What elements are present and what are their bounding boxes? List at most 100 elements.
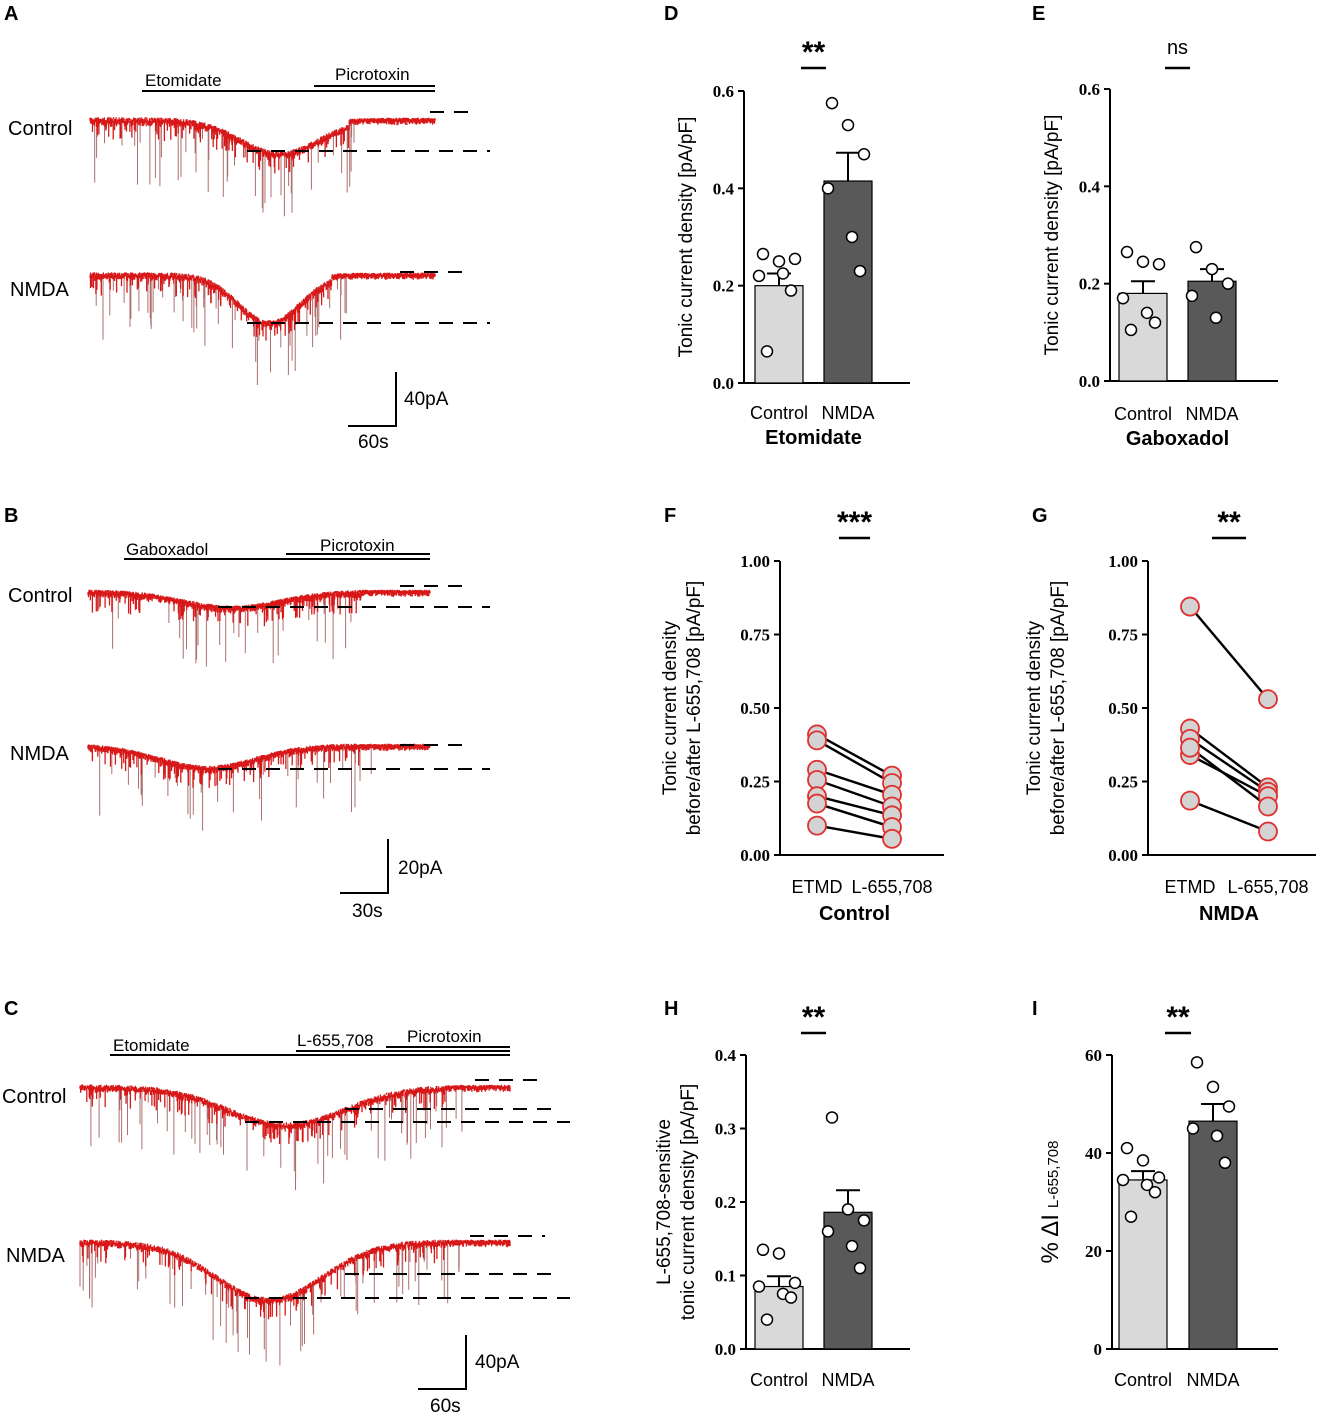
data-point <box>760 1313 774 1326</box>
y-axis-label: % ΔIL-655,708 <box>1037 1141 1064 1264</box>
row-label-nmda: NMDA <box>10 743 70 765</box>
paired-chart-control: 0.00 0.25 0.50 0.75 1.00 ETMD L-655,708 *** Cont… <box>660 506 944 925</box>
row-label-nmda: NMDA <box>10 279 70 301</box>
drug-label-picrotoxin: Picrotoxin <box>320 536 395 555</box>
data-point <box>1124 323 1138 337</box>
data-point <box>772 255 786 268</box>
y-tick-label: 0.75 <box>740 626 770 645</box>
data-point <box>825 96 839 110</box>
y-tick-label: 0.4 <box>713 179 735 198</box>
data-point <box>784 284 798 297</box>
trace-panel-c: Etomidate L-655,708 Picrotoxin Control N… <box>2 1027 570 1416</box>
y-tick-label: 60 <box>1085 1046 1102 1065</box>
pair-line <box>816 824 893 841</box>
panel-letter-a: A <box>4 3 18 25</box>
drug-label-gaboxadol: Gaboxadol <box>126 540 208 559</box>
current-trace-nmda <box>89 272 436 385</box>
y-tick-label: 0.0 <box>713 374 734 393</box>
y-tick-label: 0.4 <box>715 1046 737 1065</box>
y-tick-label: 0.2 <box>713 277 734 296</box>
y-axis-label: before/after L-655,708 [pA/pF] <box>1048 581 1069 836</box>
bar-control <box>1118 1179 1168 1350</box>
data-point <box>1140 1178 1154 1192</box>
bar-nmda <box>1188 1120 1238 1350</box>
data-point <box>788 1276 802 1290</box>
data-point <box>1190 1056 1204 1069</box>
category-label: Control <box>750 403 808 423</box>
data-point <box>1189 240 1203 254</box>
panel-letter-f: F <box>664 505 676 527</box>
bar-control <box>1118 292 1168 382</box>
scale-label-time: 60s <box>358 432 389 453</box>
data-point <box>788 252 802 266</box>
panel-letter-h: H <box>664 998 678 1020</box>
data-point <box>807 815 827 836</box>
drug-label-picrotoxin: Picrotoxin <box>407 1027 482 1046</box>
trace-panel-b: Gaboxadol Picrotoxin Control NMDA 20pA 3… <box>8 536 490 922</box>
chart-title: Etomidate <box>765 427 862 449</box>
chart-title: Control <box>819 903 890 925</box>
y-tick-label: 0.6 <box>1079 80 1100 99</box>
data-point <box>1221 277 1235 290</box>
y-axis-label: L-655,708-sensitive <box>654 1119 675 1285</box>
pair-line <box>1189 799 1269 833</box>
data-point <box>853 264 867 278</box>
current-trace-nmda <box>87 743 431 831</box>
category-label: Control <box>1114 404 1172 424</box>
current-trace-control <box>87 589 431 667</box>
significance-label: ** <box>802 1001 826 1034</box>
pair-line <box>816 768 893 796</box>
panel-letter-g: G <box>1032 505 1048 527</box>
y-tick-label: 0.0 <box>1079 372 1100 391</box>
y-tick-label: 0.75 <box>1108 626 1138 645</box>
row-label-control: Control <box>8 118 72 140</box>
pair-line <box>1189 746 1269 808</box>
category-label: NMDA <box>1186 404 1239 424</box>
panel-letter-e: E <box>1032 3 1045 25</box>
y-axis-label: Tonic current density <box>1024 620 1045 795</box>
trace-line <box>89 117 436 174</box>
bar-chart-percent-delta: 0 20 40 60 Control NMDA ** % ΔIL-655,708 <box>1037 1001 1278 1390</box>
row-label-nmda: NMDA <box>6 1245 66 1267</box>
data-point <box>1258 689 1278 710</box>
drug-label-l655708: L-655,708 <box>297 1031 374 1050</box>
significance-label: ** <box>1166 1001 1190 1034</box>
y-tick-label: 1.00 <box>740 552 770 571</box>
y-tick-label: 0.00 <box>740 846 770 865</box>
data-point <box>1205 262 1219 276</box>
data-point <box>1210 1129 1224 1143</box>
y-tick-label: 0.50 <box>740 699 770 718</box>
data-point <box>1258 796 1278 817</box>
data-point <box>760 345 774 358</box>
data-point <box>1218 1156 1232 1170</box>
data-point <box>1180 790 1200 811</box>
data-point <box>1148 316 1162 329</box>
y-tick-label: 20 <box>1085 1242 1102 1261</box>
scale-bar <box>340 839 389 894</box>
data-point <box>772 1247 786 1260</box>
category-label: NMDA <box>822 403 875 423</box>
scale-label-current: 40pA <box>475 1352 520 1373</box>
category-label: L-655,708 <box>851 877 932 897</box>
data-point <box>1180 596 1200 617</box>
pair-line <box>1189 737 1269 793</box>
scale-label-time: 60s <box>430 1396 461 1416</box>
category-label: L-655,708 <box>1227 877 1308 897</box>
data-point <box>1116 292 1130 305</box>
scale-label-time: 30s <box>352 901 383 922</box>
data-point <box>1148 1185 1162 1199</box>
y-axis-label: before/after L-655,708 [pA/pF] <box>684 581 705 836</box>
data-point <box>882 828 902 849</box>
trace-line <box>87 589 431 627</box>
row-label-control: Control <box>8 585 72 607</box>
trace-spikes <box>95 273 347 385</box>
data-point <box>1152 257 1166 271</box>
bar-nmda <box>823 180 873 384</box>
significance-label: ns <box>1167 37 1188 59</box>
pair-line <box>1189 727 1269 789</box>
category-label: ETMD <box>1165 877 1216 897</box>
data-point <box>821 1225 835 1238</box>
scale-label-current: 20pA <box>398 858 443 879</box>
data-point <box>845 1239 859 1253</box>
